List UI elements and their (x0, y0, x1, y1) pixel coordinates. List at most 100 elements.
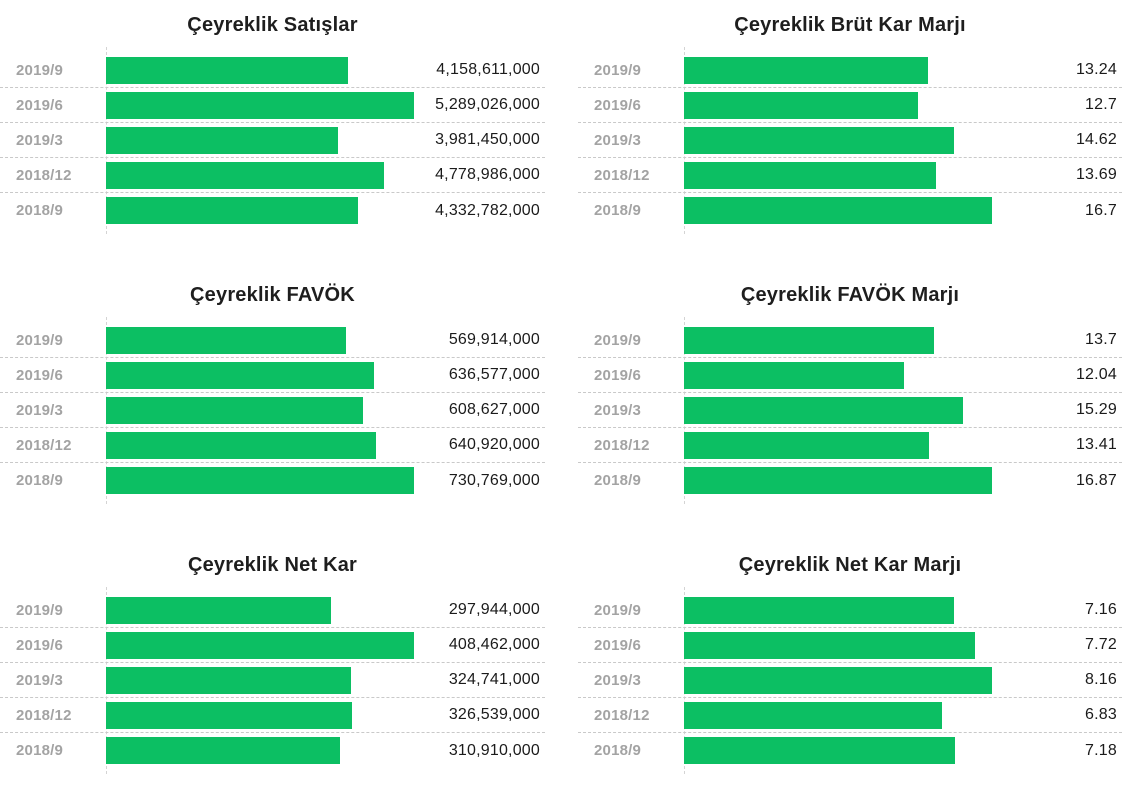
chart-row: 2019/3 15.29 (578, 393, 1122, 428)
bar-track (106, 53, 545, 87)
value-bar[interactable] (684, 161, 936, 189)
chart-plot: 2019/9 7.16 2019/6 7.72 2019/3 8.16 2018/12 6.8… (578, 587, 1122, 774)
value-label: 6.83 (1085, 706, 1117, 723)
bar-track (106, 123, 545, 157)
value-bar[interactable] (106, 197, 358, 224)
value-bar[interactable] (684, 701, 942, 729)
value-bar[interactable] (106, 666, 351, 694)
chart-row: 2019/9 13.7 (578, 323, 1122, 358)
value-label: 13.24 (1075, 61, 1117, 78)
value-bar[interactable] (684, 91, 918, 119)
period-label: 2019/9 (594, 331, 642, 349)
period-label: 2019/3 (16, 131, 64, 149)
bar-track (684, 428, 1122, 462)
value-label: 730,769,000 (448, 471, 540, 489)
chart-title: Çeyreklik FAVÖK (190, 284, 355, 306)
value-label: 7.72 (1085, 636, 1117, 653)
period-label: 2019/6 (594, 96, 642, 114)
period-label: 2019/9 (16, 331, 64, 349)
value-bar[interactable] (106, 91, 414, 119)
value-label: 13.69 (1075, 166, 1117, 183)
value-bar[interactable] (106, 596, 331, 624)
value-label: 4,332,782,000 (435, 201, 540, 219)
value-bar[interactable] (106, 56, 348, 84)
period-label: 2018/12 (16, 166, 72, 184)
bar-track (684, 53, 1122, 87)
value-bar[interactable] (106, 467, 414, 494)
chart-row: 2019/6 5,289,026,000 (0, 88, 545, 123)
bar-track (684, 463, 1122, 498)
period-label: 2018/12 (16, 706, 72, 724)
chart-row: 2018/9 730,769,000 (0, 463, 545, 498)
value-bar[interactable] (106, 361, 374, 389)
value-bar[interactable] (684, 56, 928, 84)
value-bar[interactable] (684, 126, 954, 154)
bar-track (106, 193, 545, 228)
chart-row: 2018/12 13.41 (578, 428, 1122, 463)
period-label: 2019/6 (594, 636, 642, 654)
value-bar[interactable] (106, 326, 346, 354)
bar-track (684, 88, 1122, 122)
chart-row: 2018/9 310,910,000 (0, 733, 545, 768)
value-bar[interactable] (684, 596, 954, 624)
chart-row: 2018/12 13.69 (578, 158, 1122, 193)
period-label: 2018/9 (16, 202, 64, 219)
value-bar[interactable] (684, 431, 929, 459)
value-bar[interactable] (106, 631, 414, 659)
period-label: 2019/3 (594, 671, 642, 689)
period-label: 2019/9 (594, 601, 642, 619)
bar-track (106, 698, 545, 732)
value-bar[interactable] (106, 701, 352, 729)
chart-row: 2018/9 7.18 (578, 733, 1122, 768)
chart-row: 2019/3 14.62 (578, 123, 1122, 158)
chart-row: 2019/9 4,158,611,000 (0, 53, 545, 88)
value-label: 16.87 (1075, 471, 1117, 489)
value-bar[interactable] (684, 396, 963, 424)
bar-track (106, 323, 545, 357)
value-label: 12.04 (1075, 366, 1117, 383)
period-label: 2018/12 (594, 166, 650, 184)
bar-track (106, 158, 545, 192)
period-label: 2019/3 (16, 671, 64, 689)
value-bar[interactable] (684, 737, 955, 764)
value-label: 5,289,026,000 (435, 96, 540, 113)
value-label: 636,577,000 (448, 366, 540, 383)
period-label: 2019/3 (594, 131, 642, 149)
period-label: 2018/12 (594, 706, 650, 724)
period-label: 2018/9 (594, 742, 642, 759)
value-label: 13.41 (1075, 436, 1117, 453)
value-bar[interactable] (106, 161, 384, 189)
value-bar[interactable] (684, 666, 992, 694)
value-label: 326,539,000 (448, 706, 540, 723)
value-bar[interactable] (684, 361, 904, 389)
value-bar[interactable] (684, 326, 934, 354)
value-label: 14.62 (1075, 131, 1117, 148)
bar-track (106, 428, 545, 462)
value-label: 13.7 (1085, 331, 1117, 348)
chart-row: 2019/6 636,577,000 (0, 358, 545, 393)
value-bar[interactable] (684, 631, 975, 659)
period-label: 2018/12 (16, 436, 72, 454)
value-bar[interactable] (106, 396, 363, 424)
value-bar[interactable] (106, 126, 338, 154)
chart-row: 2019/9 13.24 (578, 53, 1122, 88)
period-label: 2019/6 (16, 366, 64, 384)
bar-track (684, 193, 1122, 228)
chart-plot: 2019/9 569,914,000 2019/6 636,577,000 2019/3… (0, 317, 545, 504)
bar-track (684, 123, 1122, 157)
chart-quarterly-net-profit: Çeyreklik Net Kar 2019/9 297,944,000 2019/… (0, 552, 545, 774)
bar-track (684, 593, 1122, 627)
bar-track (106, 393, 545, 427)
bar-track (106, 358, 545, 392)
value-label: 15.29 (1075, 401, 1117, 418)
value-bar[interactable] (106, 737, 340, 764)
value-label: 4,158,611,000 (436, 61, 540, 78)
chart-plot: 2019/9 297,944,000 2019/6 408,462,000 2019/3… (0, 587, 545, 774)
chart-row: 2019/9 569,914,000 (0, 323, 545, 358)
value-bar[interactable] (684, 467, 992, 494)
value-bar[interactable] (684, 197, 992, 224)
chart-row: 2018/12 6.83 (578, 698, 1122, 733)
chart-title: Çeyreklik Net Kar (187, 554, 358, 576)
value-bar[interactable] (106, 431, 376, 459)
chart-title: Çeyreklik FAVÖK Marjı (740, 284, 960, 306)
